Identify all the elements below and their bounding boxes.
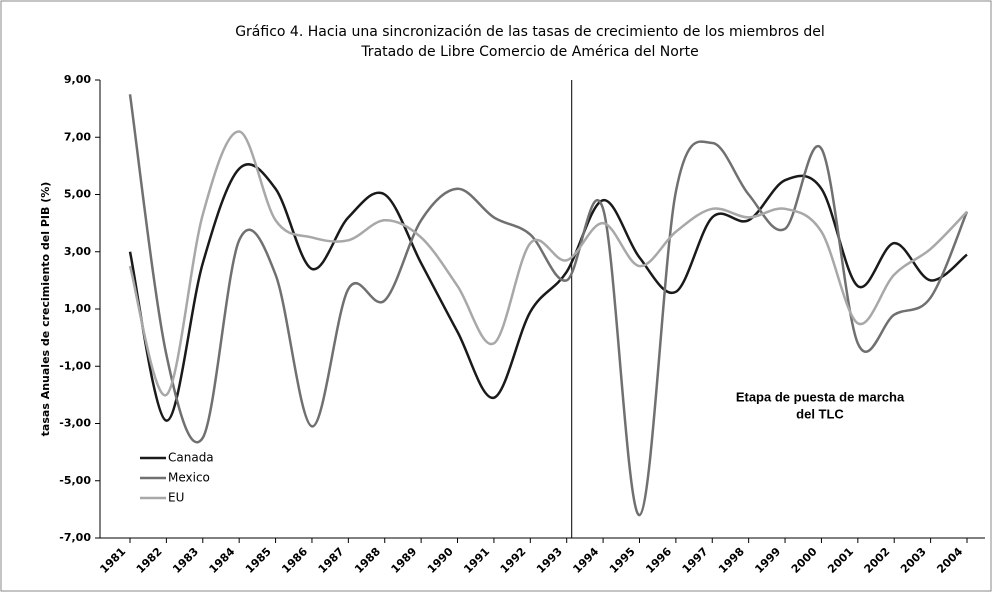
chart-title: Gráfico 4. Hacia una sincronización de l… xyxy=(235,24,825,40)
legend-label: Mexico xyxy=(168,471,210,485)
y-tick-label: 1,00 xyxy=(64,302,91,315)
legend-label: Canada xyxy=(168,451,214,465)
y-tick-label: 7,00 xyxy=(64,130,91,143)
series-line xyxy=(128,130,968,397)
y-tick-label: -7,00 xyxy=(59,531,91,544)
legend-label: EU xyxy=(168,491,184,505)
annotation: Etapa de puesta de marcha xyxy=(736,389,905,404)
y-tick-label: -3,00 xyxy=(59,417,91,430)
series-line xyxy=(128,163,968,422)
y-tick-label: 5,00 xyxy=(64,188,91,201)
y-tick-label: -5,00 xyxy=(59,474,91,487)
annotation: del TLC xyxy=(796,406,844,421)
series-line xyxy=(128,94,969,517)
y-tick-label: -1,00 xyxy=(59,359,91,372)
chart-title: Tratado de Libre Comercio de América del… xyxy=(360,44,698,60)
y-axis-title: tasas Anuales de crecimiento del PIB (%) xyxy=(39,182,52,437)
y-tick-label: 3,00 xyxy=(64,245,91,258)
y-tick-label: 9,00 xyxy=(64,73,91,86)
